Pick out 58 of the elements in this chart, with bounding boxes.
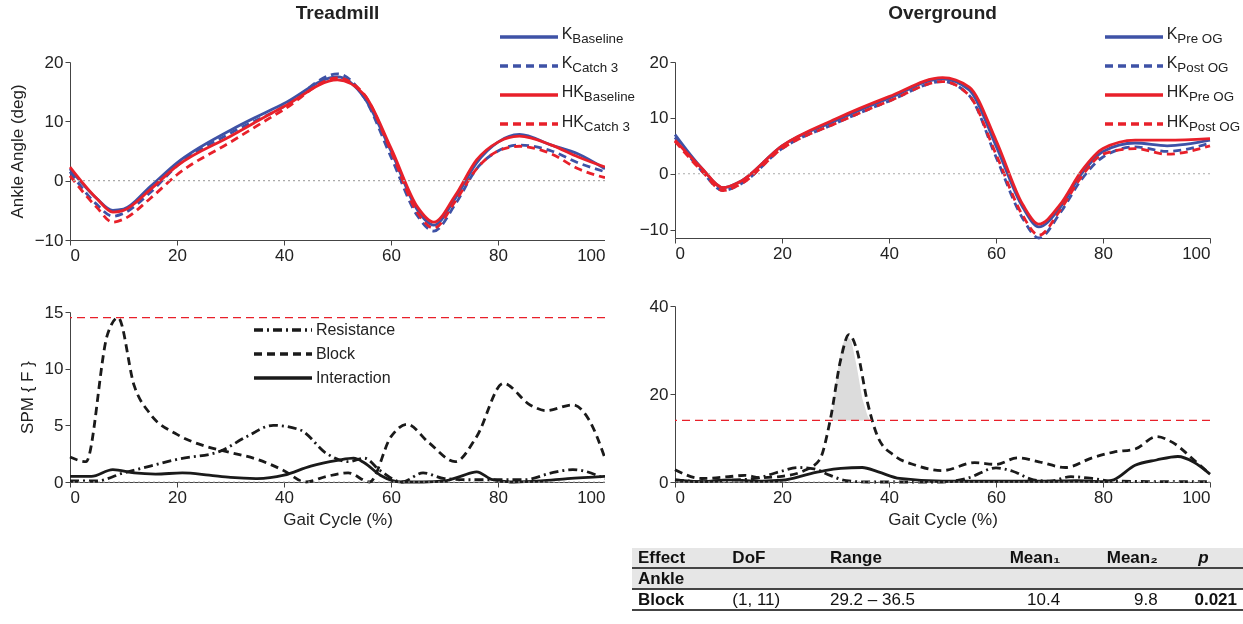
x-tick-label: 80 — [489, 245, 508, 265]
x-tick-label: 0 — [70, 487, 80, 507]
y-tick-label: 15 — [44, 302, 64, 322]
y-tick-label: 20 — [649, 52, 669, 72]
x-tick-label: 100 — [1182, 487, 1211, 507]
x-tick-label: 100 — [577, 487, 606, 507]
y-tick-label: 0 — [54, 472, 64, 492]
y-tick-label: 20 — [649, 384, 669, 404]
x-tick-label: 40 — [275, 487, 294, 507]
legend-label: Interaction — [315, 368, 391, 388]
legend-label: K$_{Post OG}$ — [1166, 53, 1229, 78]
legend-label: HK$_{Catch 3}$ — [561, 111, 630, 136]
legend-label: K$_{Catch 3}$ — [561, 53, 619, 78]
y-tick-label: −10 — [639, 220, 669, 240]
legend-label: Block — [315, 344, 356, 364]
line-series — [68, 316, 607, 484]
x-tick-label: 20 — [168, 245, 187, 265]
x-tick-label: 60 — [382, 487, 401, 507]
legend-label: K$_{Pre OG}$ — [1166, 24, 1223, 49]
y-axis-title: SPM { F } — [17, 360, 37, 434]
x-tick-label: 80 — [1094, 487, 1113, 507]
y-tick-label: 0 — [659, 472, 669, 492]
legend-label: HK$_{Post OG}$ — [1166, 111, 1240, 136]
x-tick-label: 0 — [675, 487, 685, 507]
y-tick-label: 20 — [44, 52, 64, 72]
x-tick-label: 80 — [489, 487, 508, 507]
x-tick-label: 40 — [880, 487, 899, 507]
y-tick-label: 5 — [54, 415, 64, 435]
y-axis-title: Ankle Angle (deg) — [7, 84, 27, 219]
x-tick-label: 20 — [168, 487, 187, 507]
y-tick-label: 0 — [54, 171, 64, 191]
y-tick-label: 10 — [44, 359, 64, 379]
y-tick-label: 40 — [649, 296, 669, 316]
x-tick-label: 20 — [773, 243, 792, 263]
y-tick-label: 0 — [659, 164, 669, 184]
x-tick-label: 60 — [987, 243, 1006, 263]
y-tick-label: 10 — [649, 108, 669, 128]
chart-title: Treadmill — [295, 2, 380, 23]
x-tick-label: 0 — [70, 245, 80, 265]
x-tick-label: 60 — [987, 487, 1006, 507]
x-tick-label: 100 — [1182, 243, 1211, 263]
legend-label: Resistance — [315, 320, 396, 340]
y-tick-label: 10 — [44, 111, 64, 131]
x-tick-label: 100 — [577, 245, 606, 265]
x-tick-label: 0 — [675, 243, 685, 263]
y-tick-label: −10 — [34, 230, 64, 250]
x-tick-label: 20 — [773, 487, 792, 507]
x-axis-title: Gait Cycle (%) — [283, 509, 393, 529]
legend-label: K$_{Baseline}$ — [561, 24, 624, 49]
x-tick-label: 40 — [880, 243, 899, 263]
chart-title: Overground — [888, 2, 997, 23]
x-tick-label: 40 — [275, 245, 294, 265]
legend-label: HK$_{Baseline}$ — [561, 82, 635, 107]
x-axis-title: Gait Cycle (%) — [888, 509, 998, 529]
table: Effect DoF Range Mean₁ Mean₂ p Ankle Block (1, 11) 29.2 – 36.5 10.4 9.8 0.021 — [632, 548, 1243, 611]
x-tick-label: 60 — [382, 245, 401, 265]
x-tick-label: 80 — [1094, 243, 1113, 263]
legend-label: HK$_{Pre OG}$ — [1166, 82, 1235, 107]
